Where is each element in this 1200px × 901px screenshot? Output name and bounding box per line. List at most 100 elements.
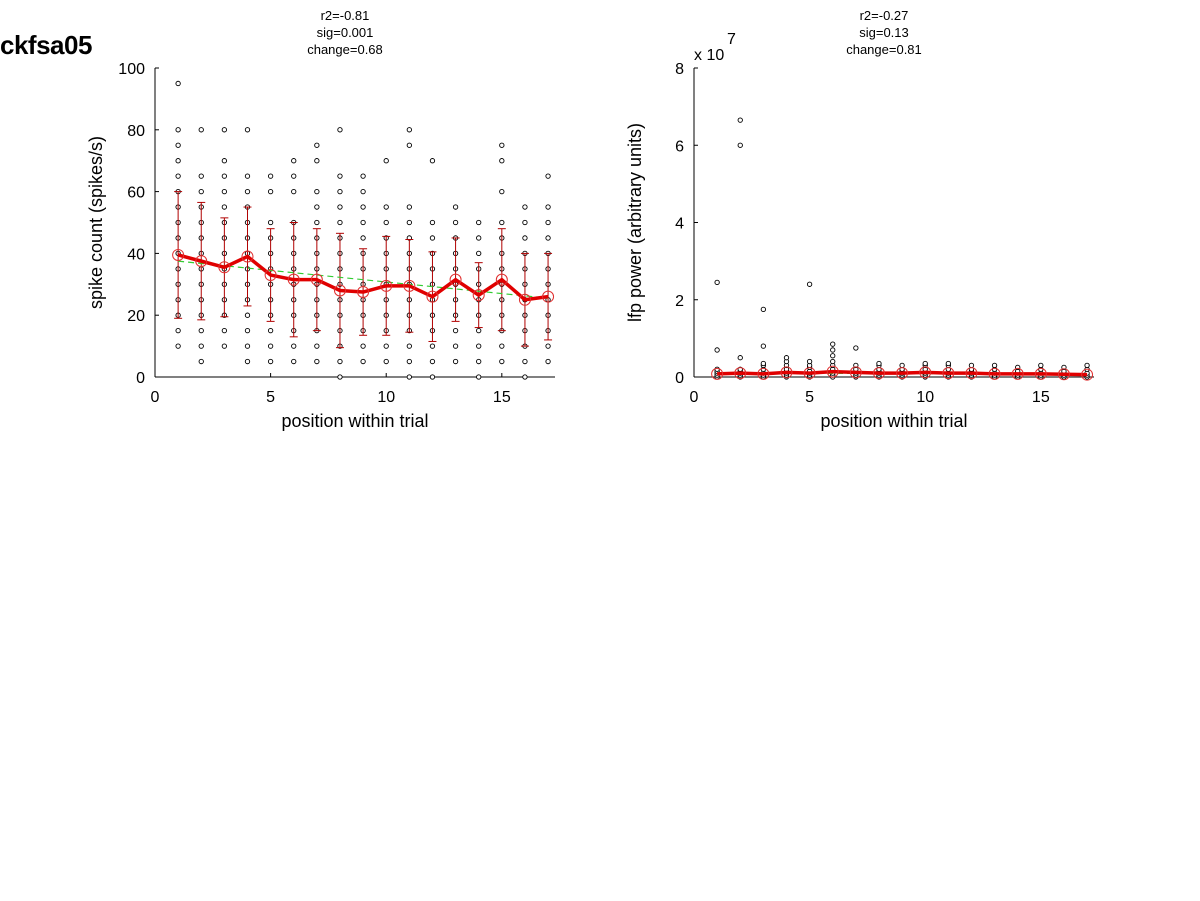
stats-annotation: r2=-0.27 xyxy=(860,8,909,23)
mean-marker xyxy=(896,367,909,380)
data-point xyxy=(244,327,251,334)
data-point xyxy=(314,219,320,226)
data-point xyxy=(406,142,412,148)
data-point xyxy=(267,219,274,226)
data-point xyxy=(291,343,297,349)
mean-marker xyxy=(241,250,254,263)
x-tick-label: 15 xyxy=(1032,389,1050,406)
data-point xyxy=(452,219,459,226)
data-point xyxy=(760,360,767,367)
x-axis-label: position within trial xyxy=(281,411,428,431)
data-point xyxy=(291,358,297,365)
data-point xyxy=(476,343,482,349)
x-tick-label: 5 xyxy=(266,389,275,406)
data-point xyxy=(476,358,482,365)
data-point xyxy=(499,142,505,148)
data-point xyxy=(337,374,343,380)
regression-fit-line xyxy=(178,260,549,299)
data-point xyxy=(406,358,412,365)
data-point xyxy=(429,158,436,164)
data-point xyxy=(360,343,366,349)
data-point xyxy=(314,142,320,148)
data-point xyxy=(337,219,343,226)
data-point xyxy=(830,347,836,353)
data-point xyxy=(806,358,813,365)
y-tick-label: 6 xyxy=(675,138,684,155)
y-tick-label: 2 xyxy=(675,293,684,310)
data-point xyxy=(545,173,551,179)
page-title: ckfsa05 xyxy=(0,30,92,60)
mean-marker xyxy=(711,367,724,380)
mean-marker xyxy=(172,248,185,261)
data-point xyxy=(830,341,836,347)
data-point xyxy=(198,343,204,349)
mean-marker xyxy=(965,367,978,380)
mean-marker xyxy=(542,290,555,303)
mean-marker xyxy=(872,367,885,380)
x-tick-label: 5 xyxy=(805,389,814,406)
y-tick-label: 0 xyxy=(136,370,145,387)
data-point xyxy=(760,306,767,313)
data-point xyxy=(922,360,928,367)
x-tick-label: 10 xyxy=(377,389,395,406)
data-point xyxy=(337,204,343,210)
y-tick-label: 4 xyxy=(675,216,684,233)
stats-annotation: change=0.68 xyxy=(307,42,383,57)
mean-marker xyxy=(195,255,208,268)
data-point xyxy=(244,312,251,318)
data-point xyxy=(452,327,459,334)
data-point xyxy=(221,173,228,179)
data-point xyxy=(360,188,366,195)
mean-marker xyxy=(919,366,932,379)
data-point xyxy=(876,360,882,367)
data-point xyxy=(221,327,228,334)
data-point xyxy=(899,362,905,369)
y-axis-multiplier-exponent: 7 xyxy=(727,31,736,48)
data-point xyxy=(175,80,181,87)
y-tick-label: 60 xyxy=(127,185,145,202)
data-point xyxy=(221,204,228,210)
data-point xyxy=(522,204,528,210)
mean-marker xyxy=(264,269,277,282)
data-point xyxy=(175,127,181,133)
data-point xyxy=(244,343,251,349)
data-point xyxy=(314,204,320,210)
data-point xyxy=(737,355,743,361)
mean-marker xyxy=(472,289,485,302)
data-point xyxy=(476,250,482,257)
data-point xyxy=(337,188,343,195)
mean-marker xyxy=(942,367,955,380)
data-point xyxy=(429,343,436,349)
mean-marker xyxy=(310,273,323,286)
data-point xyxy=(522,374,528,380)
x-tick-label: 0 xyxy=(151,389,160,406)
data-point xyxy=(714,347,720,353)
data-point xyxy=(476,219,482,226)
data-point xyxy=(429,219,436,226)
data-point xyxy=(175,173,181,179)
data-point xyxy=(452,358,459,365)
data-point xyxy=(198,358,204,365)
data-point xyxy=(522,235,528,241)
data-point xyxy=(267,358,274,365)
data-point xyxy=(337,173,343,179)
mean-marker xyxy=(1034,367,1047,380)
y-tick-label: 20 xyxy=(127,308,145,325)
stats-annotation: sig=0.13 xyxy=(859,25,909,40)
mean-marker xyxy=(780,366,793,379)
data-point xyxy=(545,343,551,349)
x-tick-label: 15 xyxy=(493,389,511,406)
data-point xyxy=(360,358,366,365)
stats-annotation: change=0.81 xyxy=(846,42,922,57)
data-point xyxy=(383,204,389,210)
data-point xyxy=(760,343,767,349)
stats-annotation: r2=-0.81 xyxy=(321,8,370,23)
y-tick-label: 40 xyxy=(127,246,145,263)
data-point xyxy=(522,219,528,226)
data-point xyxy=(198,188,204,195)
data-point xyxy=(383,343,389,349)
data-point xyxy=(360,204,366,210)
mean-marker xyxy=(826,365,839,378)
data-point xyxy=(360,235,366,241)
y-tick-label: 0 xyxy=(675,370,684,387)
